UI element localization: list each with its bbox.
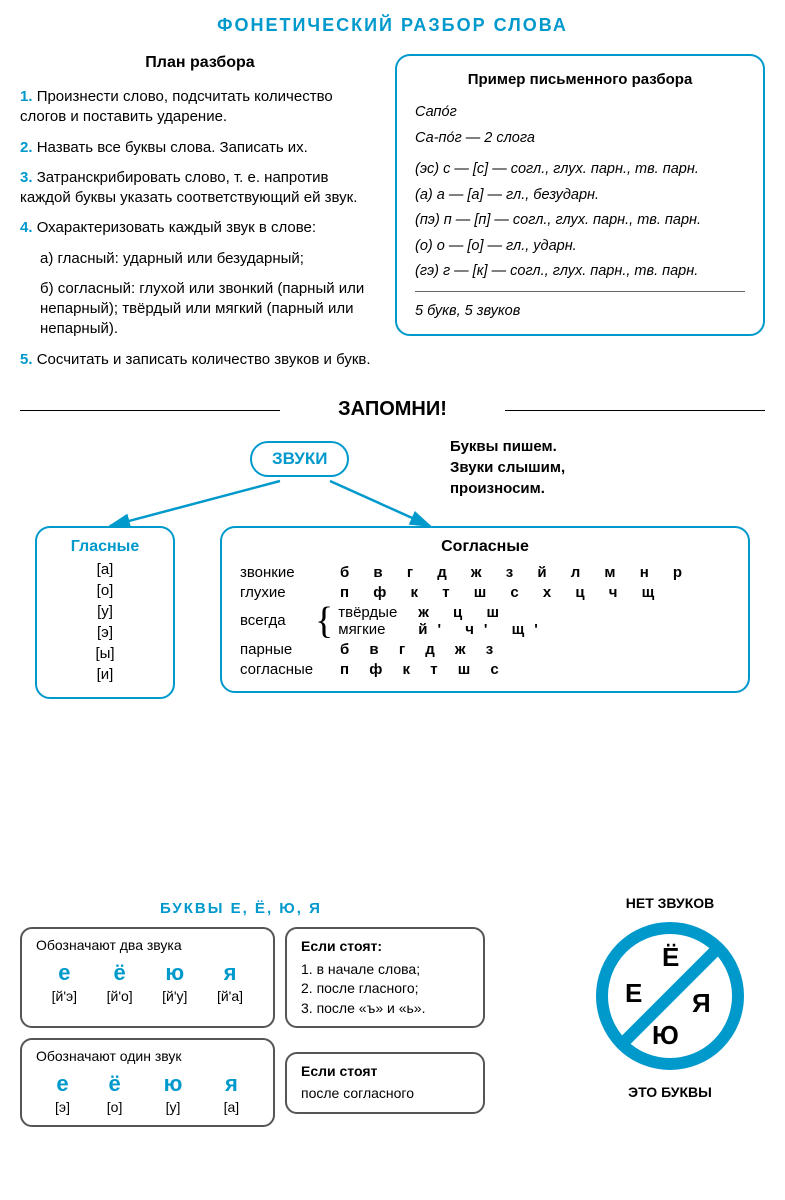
letter-ya: Я [692,988,711,1018]
no-sound-box: НЕТ ЗВУКОВ Ё Е Я Ю ЭТО БУКВЫ [580,895,760,1100]
remember-divider: ЗАПОМНИ! [20,398,765,421]
two-sounds-box: Обозначают два звука е ё ю я [й'э] [й'о]… [20,927,275,1028]
vowels-box: Гласные [а] [о] [у] [э] [ы] [и] [35,526,175,699]
plan-subitem: а) гласный: ударный или безударный; [40,249,380,269]
vowels-list: [а] [о] [у] [э] [ы] [и] [51,561,159,683]
vowel-item: [а] [51,561,159,578]
condition-box-2: Если стоят после согласного [285,1052,485,1114]
vowels-title: Гласные [51,538,159,556]
vowel-item: [ы] [51,645,159,662]
vowel-item: [о] [51,582,159,599]
remember-label: ЗАПОМНИ! [328,398,457,421]
example-box: Пример письменного разбора Сапо́г Са-по́… [395,54,765,336]
plan-subitem: б) согласный: глухой или звонкий (парный… [40,279,380,340]
no-sound-circle-icon: Ё Е Я Ю [590,916,750,1076]
sounds-bubble: ЗВУКИ [250,441,349,477]
vowel-item: [э] [51,624,159,641]
vowel-item: [у] [51,603,159,620]
plan-title: План разбора [20,54,380,72]
plan-item: 3. Затранскрибировать слово, т. е. напро… [20,168,380,209]
eeyu-section: БУКВЫ Е, Ё, Ю, Я Обозначают два звука е … [20,900,765,1127]
consonant-row: парные б в г д ж з [240,641,730,658]
example-syllables: Са-по́г — 2 слога [415,127,745,149]
consonants-box: Согласные звонкие б в г д ж з й л м н р … [220,526,750,693]
example-word: Сапо́г [415,101,745,123]
consonant-row: согласные п ф к т ш с [240,661,730,678]
example-column: Пример письменного разбора Сапо́г Са-по́… [395,54,765,380]
example-row: (пэ) п — [п] — согл., глух. парн., тв. п… [415,209,745,231]
example-total: 5 букв, 5 звуков [415,300,745,322]
box-title: Обозначают два звука [36,937,259,953]
always-group: всегда { твёрдыеж ц ш мягкией' ч' щ' [240,604,730,638]
example-row: (эс) с — [с] — согл., глух. парн., тв. п… [415,158,745,180]
main-title: ФОНЕТИЧЕСКИЙ РАЗБОР СЛОВА [20,15,765,36]
plan-list: 1. Произнести слово, подсчитать количест… [20,87,380,370]
example-row: (гэ) г — [к] — согл., глух. парн., тв. п… [415,260,745,282]
example-title: Пример письменного разбора [415,68,745,91]
consonants-title: Согласные [240,538,730,556]
plan-column: План разбора 1. Произнести слово, подсчи… [20,54,380,380]
no-sound-title: НЕТ ЗВУКОВ [580,895,760,911]
brace-icon: { [315,604,333,638]
plan-item: 1. Произнести слово, подсчитать количест… [20,87,380,128]
box-title: Обозначают один звук [36,1048,259,1064]
consonant-row: глухие п ф к т ш с х ц ч щ [240,584,730,601]
example-row: (а) а — [а] — гл., безударн. [415,184,745,206]
condition-box-1: Если стоят: 1. в начале слова; 2. после … [285,927,485,1028]
letter-e: Е [625,978,642,1008]
top-section: План разбора 1. Произнести слово, подсчи… [20,54,765,380]
sounds-section: ЗВУКИ Буквы пишем. Звуки слышим, произно… [20,441,765,771]
consonant-row: звонкие б в г д ж з й л м н р [240,564,730,581]
no-sound-footer: ЭТО БУКВЫ [580,1084,760,1100]
letter-yu: Ю [652,1020,679,1050]
letter-yo: Ё [662,942,679,972]
example-row: (о) о — [о] — гл., ударн. [415,235,745,257]
plan-item: 5. Сосчитать и записать количество звуко… [20,350,380,370]
plan-item: 4. Охарактеризовать каждый звук в слове: [20,218,380,238]
side-note: Буквы пишем. Звуки слышим, произносим. [450,436,565,499]
one-sound-box: Обозначают один звук е ё ю я [э] [о] [у]… [20,1038,275,1127]
vowel-item: [и] [51,666,159,683]
plan-item: 2. Назвать все буквы слова. Записать их. [20,138,380,158]
